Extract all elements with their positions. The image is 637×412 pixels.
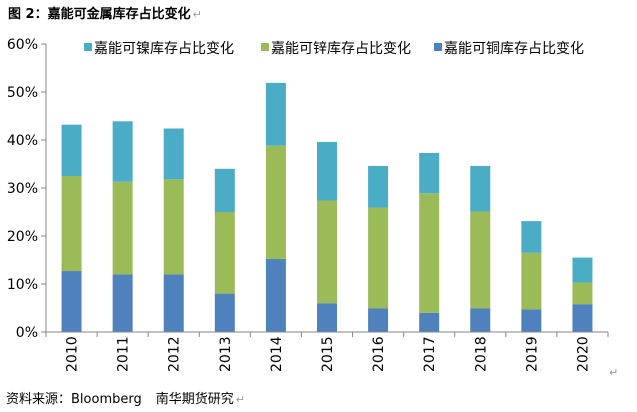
bar-segment (214, 212, 235, 294)
x-tick-label: 2015 (320, 336, 336, 372)
bar-segment (317, 200, 337, 304)
y-tick-label: 50% (7, 85, 38, 101)
bar-segment (61, 271, 82, 332)
bar-segment (112, 181, 133, 275)
bar-segment (521, 221, 542, 253)
y-tick-label: 60% (7, 37, 38, 53)
source-label: 资料来源：Bloomberg (6, 392, 142, 407)
x-tick-label: 2014 (269, 336, 285, 372)
paragraph-mark-icon: ↵ (192, 8, 202, 21)
paragraph-mark-icon: ↵ (235, 393, 245, 406)
legend-label: 嘉能可镍库存占比变化 (94, 41, 234, 57)
bar-segment (572, 257, 593, 283)
bar-segment (61, 124, 82, 176)
bar-segment (214, 293, 235, 332)
bar-segment (214, 168, 235, 212)
chart-legend: 嘉能可镍库存占比变化 嘉能可锌库存占比变化 嘉能可铜库存占比变化 (84, 41, 584, 57)
bar-segment (419, 152, 440, 194)
bar-segment (61, 176, 82, 272)
paragraph-mark-icon: ↵ (609, 366, 619, 379)
x-tick-label: 2011 (116, 336, 132, 372)
bar-segment (572, 282, 593, 305)
x-tick-label: 2013 (218, 336, 234, 372)
bar-segment (265, 82, 286, 146)
y-axis: 0% 10% 20% 30% 40% 50% 60% (7, 37, 47, 341)
y-tick-label: 20% (7, 229, 38, 245)
bar-segment (112, 121, 133, 182)
x-tick-label: 2018 (473, 336, 489, 372)
bar-segment (470, 211, 491, 309)
legend-label: 嘉能可锌库存占比变化 (271, 41, 411, 57)
bar-segment (265, 259, 286, 332)
bar-segment (521, 252, 542, 310)
y-tick-label: 30% (7, 181, 38, 197)
bar-segment (265, 145, 286, 260)
publisher-label: 南华期货研究 (155, 392, 234, 407)
x-tick-label: 2020 (575, 336, 591, 372)
legend-swatch (84, 43, 92, 51)
bar-segment (470, 308, 491, 332)
x-axis: 2010 2011 2012 2013 2014 2015 2016 2017 2018 2019… (45, 331, 609, 372)
x-tick-label: 2016 (371, 336, 387, 372)
legend-swatch (261, 43, 269, 51)
x-tick-label: 2017 (422, 336, 438, 372)
bar-segment (470, 165, 491, 212)
bar-segment (368, 308, 389, 332)
source-note: 资料来源：Bloomberg 南华期货研究 ↵ (6, 388, 245, 407)
y-tick-label: 40% (7, 133, 38, 149)
bar-segment (419, 312, 440, 332)
bar-segment (368, 207, 389, 309)
x-tick-label: 2019 (524, 336, 540, 372)
bar-segment (163, 128, 184, 180)
bar-segment (368, 165, 389, 208)
bars (61, 82, 593, 332)
bar-segment (112, 274, 133, 332)
bar-segment (163, 179, 184, 275)
bar-segment (317, 141, 337, 201)
bar-segment (419, 193, 440, 313)
bar-segment (317, 303, 337, 332)
legend-label: 嘉能可铜库存占比变化 (444, 41, 584, 57)
legend-swatch (434, 43, 442, 51)
x-tick-label: 2010 (65, 336, 81, 372)
figure-title: 图 2：嘉能可金属库存占比变化 ↵ (8, 7, 202, 22)
bar-segment (163, 274, 184, 332)
y-tick-label: 10% (7, 277, 38, 293)
cropped-text-line (6, 406, 126, 412)
y-tick-label: 0% (16, 325, 38, 341)
bar-segment (572, 304, 593, 332)
bar-segment (521, 309, 542, 332)
x-tick-label: 2012 (167, 336, 183, 372)
